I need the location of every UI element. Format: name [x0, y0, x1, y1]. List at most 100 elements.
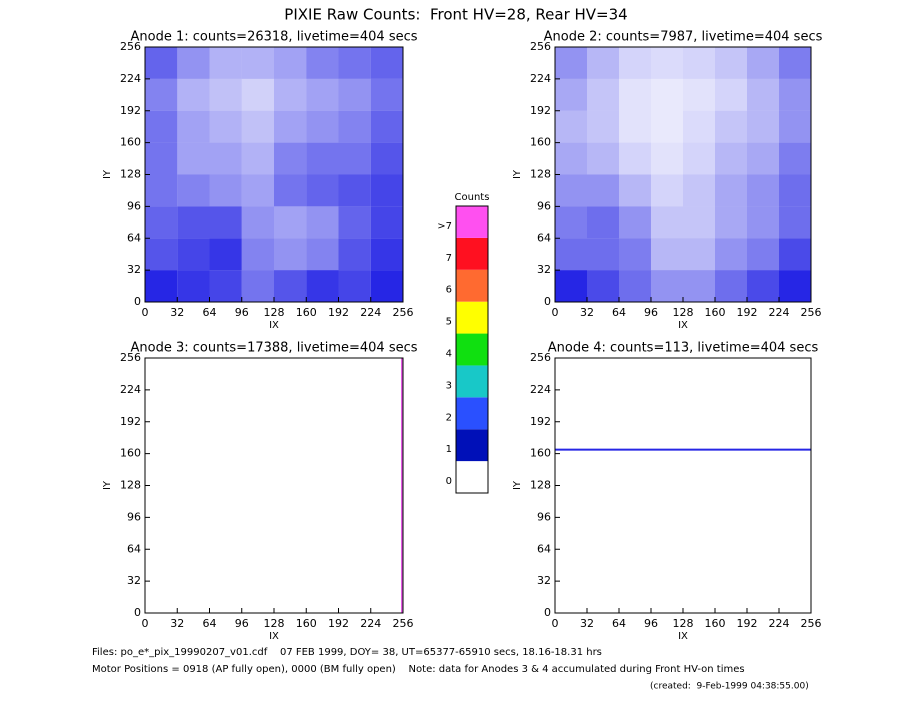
heatmap-cell: [587, 206, 619, 239]
colorbar-swatch: [456, 237, 488, 270]
heatmap-cell: [177, 270, 210, 302]
heatmap-cell: [747, 206, 779, 239]
y-tick-label: 64: [537, 542, 551, 555]
heatmap-cell: [338, 238, 371, 271]
y-tick-label: 64: [127, 231, 141, 244]
heatmap-cell: [274, 238, 307, 271]
heatmap-cell: [274, 78, 307, 111]
heatmap-cell: [715, 78, 747, 111]
heatmap-cell: [274, 270, 307, 302]
heatmap-cell: [209, 206, 242, 239]
heatmap-cell: [274, 142, 307, 175]
heatmap-cell: [747, 142, 779, 175]
heatmap-cell: [683, 270, 715, 302]
x-tick-label: 160: [296, 617, 317, 630]
y-tick-label: 256: [120, 40, 141, 53]
heatmap-cell: [370, 78, 403, 111]
heatmap-cell: [747, 174, 779, 207]
colorbar-label: 6: [446, 285, 452, 296]
y-axis-label: IY: [102, 169, 113, 179]
heatmap-cell: [715, 206, 747, 239]
colorbar-label: 2: [446, 412, 452, 423]
heatmap-cell: [619, 238, 651, 271]
heatmap-cell: [683, 110, 715, 143]
heatmap-cell: [619, 270, 651, 302]
heatmap-cell: [209, 142, 242, 175]
y-tick-label: 0: [134, 606, 141, 619]
heatmap-cell: [370, 206, 403, 239]
colorbar-label: 4: [446, 349, 452, 360]
heatmap-cell: [400, 358, 403, 613]
heatmap-cell: [619, 110, 651, 143]
heatmap-cell: [619, 206, 651, 239]
heatmap-cell: [619, 78, 651, 111]
heatmap-cell: [338, 110, 371, 143]
heatmap-cell: [338, 78, 371, 111]
x-tick-label: 64: [203, 617, 217, 630]
y-tick-label: 64: [127, 542, 141, 555]
footer-line: (created: 9-Feb-1999 04:38:55.00): [650, 682, 809, 692]
y-tick-label: 96: [537, 199, 551, 212]
heatmap-cell: [338, 270, 371, 302]
heatmap-cell: [587, 238, 619, 271]
heatmap-cell: [555, 142, 587, 175]
heatmap-cell: [683, 174, 715, 207]
y-tick-label: 96: [537, 510, 551, 523]
heatmap-cell: [651, 47, 683, 79]
heatmap-cell: [715, 270, 747, 302]
x-tick-label: 160: [296, 306, 317, 319]
heatmap-cell: [209, 47, 242, 79]
y-tick-label: 224: [120, 383, 141, 396]
heatmap-cell: [306, 174, 339, 207]
heatmap-cell: [306, 110, 339, 143]
x-tick-label: 256: [801, 617, 822, 630]
x-tick-label: 224: [769, 617, 790, 630]
x-tick-label: 32: [580, 617, 594, 630]
heatmap-cell: [779, 110, 811, 143]
heatmap-cell: [683, 238, 715, 271]
x-tick-label: 0: [552, 617, 559, 630]
heatmap-cell: [587, 270, 619, 302]
heatmap-cell: [209, 174, 242, 207]
heatmap-cell: [683, 142, 715, 175]
y-tick-label: 224: [530, 72, 551, 85]
heatmap-cell: [145, 270, 178, 302]
heatmap-cell: [747, 238, 779, 271]
x-tick-label: 192: [328, 617, 349, 630]
y-tick-label: 128: [120, 168, 141, 181]
heatmap-cell: [209, 110, 242, 143]
heatmap-cell: [555, 358, 811, 449]
heatmap-cell: [555, 448, 811, 451]
heatmap-cell: [338, 47, 371, 79]
y-tick-label: 0: [134, 295, 141, 308]
x-tick-label: 192: [737, 306, 758, 319]
y-tick-label: 160: [120, 447, 141, 460]
x-tick-label: 64: [612, 617, 626, 630]
y-tick-label: 224: [530, 383, 551, 396]
heatmap-cell: [241, 206, 274, 239]
y-tick-label: 192: [530, 104, 551, 117]
heatmap-cell: [555, 270, 587, 302]
y-tick-label: 32: [127, 263, 141, 276]
heatmap-cell: [145, 206, 178, 239]
heatmap-cell: [241, 110, 274, 143]
y-axis-label: IY: [512, 169, 523, 179]
heatmap-cell: [241, 47, 274, 79]
heatmap-cell: [715, 238, 747, 271]
x-tick-label: 256: [801, 306, 822, 319]
heatmap-cell: [241, 270, 274, 302]
x-tick-label: 0: [142, 617, 149, 630]
colorbar-label: 3: [446, 380, 452, 391]
heatmap-cell: [555, 110, 587, 143]
heatmap-cell: [274, 110, 307, 143]
y-tick-label: 192: [120, 415, 141, 428]
heatmap-cell: [587, 47, 619, 79]
heatmap-cell: [370, 270, 403, 302]
heatmap-cell: [555, 174, 587, 207]
heatmap-cell: [651, 142, 683, 175]
heatmap-cell: [306, 238, 339, 271]
y-tick-label: 256: [120, 351, 141, 364]
heatmap-cell: [177, 142, 210, 175]
heatmap-cell: [587, 78, 619, 111]
